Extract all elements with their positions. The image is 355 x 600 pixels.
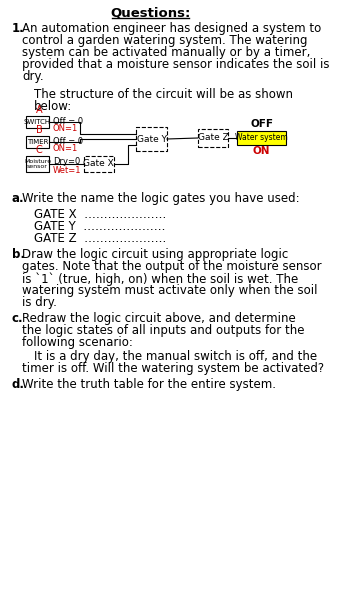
Text: system can be activated manually or by a timer,: system can be activated manually or by a… [22, 46, 311, 59]
Text: GATE Y  …………………: GATE Y ………………… [34, 220, 165, 233]
Text: ON: ON [253, 146, 270, 156]
Text: B: B [36, 125, 43, 135]
Text: GATE X  …………………: GATE X ………………… [34, 208, 166, 221]
FancyBboxPatch shape [26, 136, 49, 148]
Text: GATE Z  …………………: GATE Z ………………… [34, 232, 166, 245]
Text: Dry=0: Dry=0 [53, 157, 80, 166]
Text: timer is off. Will the watering system be activated?: timer is off. Will the watering system b… [22, 362, 324, 375]
Text: dry.: dry. [22, 70, 44, 83]
Text: Off = 0: Off = 0 [53, 137, 83, 146]
Text: Gate X: Gate X [83, 160, 114, 169]
Text: Redraw the logic circuit above, and determine: Redraw the logic circuit above, and dete… [22, 312, 296, 325]
Text: OFF: OFF [250, 119, 273, 129]
Text: Moisture
sensor: Moisture sensor [24, 158, 51, 169]
Text: The structure of the circuit will be as shown: The structure of the circuit will be as … [34, 88, 293, 101]
Text: provided that a moisture sensor indicates the soil is: provided that a moisture sensor indicate… [22, 58, 330, 71]
Text: below:: below: [34, 100, 72, 113]
Text: a.: a. [12, 192, 24, 205]
Text: following scenario:: following scenario: [22, 336, 133, 349]
FancyBboxPatch shape [26, 156, 49, 172]
Text: Questions:: Questions: [111, 7, 191, 20]
Text: ON=1: ON=1 [53, 124, 78, 133]
Text: Water system: Water system [235, 133, 288, 142]
FancyBboxPatch shape [83, 156, 114, 172]
Text: Gate Y: Gate Y [137, 134, 166, 143]
Text: Draw the logic circuit using appropriate logic: Draw the logic circuit using appropriate… [22, 248, 288, 261]
Text: Write the name the logic gates you have used:: Write the name the logic gates you have … [22, 192, 300, 205]
Text: 1.: 1. [12, 22, 25, 35]
Text: ON=1: ON=1 [53, 144, 78, 153]
FancyBboxPatch shape [26, 116, 49, 128]
FancyBboxPatch shape [198, 129, 228, 147]
Text: the logic states of all inputs and outputs for the: the logic states of all inputs and outpu… [22, 324, 305, 337]
Text: d.: d. [12, 378, 25, 391]
Text: is `1` (true, high, on) when the soil is wet. The: is `1` (true, high, on) when the soil is… [22, 272, 299, 286]
Text: A: A [36, 105, 43, 115]
Text: Gate Z: Gate Z [198, 133, 228, 142]
Text: gates. Note that the output of the moisture sensor: gates. Note that the output of the moist… [22, 260, 322, 273]
Text: TIMER: TIMER [27, 139, 48, 145]
Text: C: C [36, 145, 43, 155]
Text: Off = 0: Off = 0 [53, 117, 83, 126]
Text: An automation engineer has designed a system to: An automation engineer has designed a sy… [22, 22, 321, 35]
Text: watering system must activate only when the soil: watering system must activate only when … [22, 284, 318, 297]
Text: Wet=1: Wet=1 [53, 166, 81, 175]
Text: control a garden watering system. The watering: control a garden watering system. The wa… [22, 34, 308, 47]
FancyBboxPatch shape [237, 131, 286, 145]
Text: is dry.: is dry. [22, 296, 57, 309]
FancyBboxPatch shape [136, 127, 167, 151]
Text: b.: b. [12, 248, 25, 261]
Text: Write the truth table for the entire system.: Write the truth table for the entire sys… [22, 378, 276, 391]
Text: c.: c. [12, 312, 23, 325]
Text: SWITCH: SWITCH [24, 119, 51, 125]
Text: It is a dry day, the manual switch is off, and the: It is a dry day, the manual switch is of… [34, 350, 317, 363]
